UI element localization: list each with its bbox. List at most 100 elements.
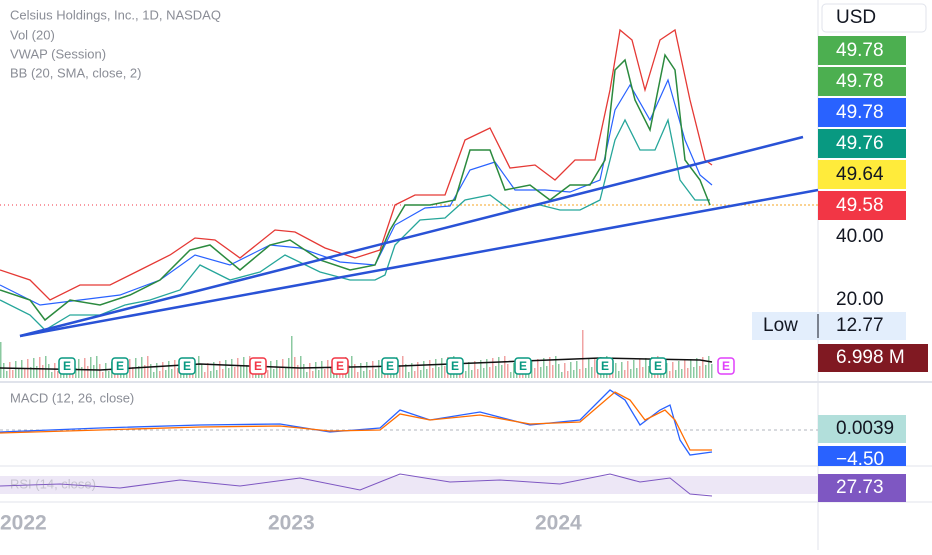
volume-bar xyxy=(486,359,488,378)
volume-bar xyxy=(36,366,38,378)
volume-bar xyxy=(504,356,506,378)
volume-bar xyxy=(579,369,581,378)
volume-bar xyxy=(555,356,557,378)
volume-bar xyxy=(201,364,203,378)
volume-bar xyxy=(15,361,17,378)
volume-bar xyxy=(534,368,536,378)
price-label: 49.58 xyxy=(836,195,884,216)
volume-bar xyxy=(144,365,146,378)
volume-bar xyxy=(417,362,419,378)
volume-bar xyxy=(195,365,197,378)
volume-bar xyxy=(174,360,176,378)
volume-bar xyxy=(624,370,626,378)
price-label-box xyxy=(818,191,906,220)
earnings-label: E xyxy=(254,359,262,373)
volume-bar xyxy=(543,358,545,378)
volume-bar xyxy=(642,367,644,378)
volume-bar xyxy=(615,363,617,378)
volume-bar xyxy=(81,367,83,378)
volume-bar xyxy=(495,366,497,378)
volume-bar xyxy=(18,369,20,378)
volume-box xyxy=(818,344,928,372)
currency[interactable]: USD xyxy=(836,7,876,28)
rsi-box xyxy=(818,474,906,502)
earnings-label: E xyxy=(63,359,71,373)
price-label-box xyxy=(818,67,906,96)
volume-bar xyxy=(471,370,473,378)
indicator: Vol (20) xyxy=(10,27,55,42)
volume-bar xyxy=(6,371,8,378)
volume-bar xyxy=(480,360,482,378)
volume-bar xyxy=(672,362,674,378)
volume-bar xyxy=(297,365,299,378)
volume-bar xyxy=(621,362,623,378)
volume-bar xyxy=(684,360,686,378)
volume-bar xyxy=(93,365,95,378)
earnings-label: E xyxy=(386,359,394,373)
volume-bar xyxy=(84,358,86,378)
volume-bar xyxy=(564,363,566,378)
volume-bar xyxy=(570,362,572,378)
volume-bar xyxy=(306,372,308,378)
volume-bar xyxy=(48,364,50,378)
volume-bar xyxy=(573,370,575,378)
volume-bar xyxy=(75,368,77,378)
volume-bar xyxy=(246,365,248,378)
earnings-marker xyxy=(58,357,76,375)
earnings-marker xyxy=(446,357,464,375)
volume-bar xyxy=(708,356,710,378)
trend-line xyxy=(19,135,804,338)
volume-bar xyxy=(105,363,107,378)
volume-bar xyxy=(675,370,677,378)
volume-bar xyxy=(474,361,476,378)
volume-bar xyxy=(558,364,560,378)
price-label: 49.76 xyxy=(836,133,884,154)
volume-bar xyxy=(690,359,692,378)
price-label-box xyxy=(818,98,906,127)
axis-label: 20.00 xyxy=(836,289,884,310)
volume-bar xyxy=(702,357,704,378)
volume-bar xyxy=(582,330,584,378)
volume-bar xyxy=(30,367,32,378)
volume-bar xyxy=(327,360,329,378)
volume-bar xyxy=(699,366,701,378)
time-label: 2024 xyxy=(535,512,582,535)
volume-bar xyxy=(567,371,569,378)
price-label-box xyxy=(818,160,906,189)
volume-bar xyxy=(546,366,548,378)
symbol-title: Celsius Holdings, Inc., 1D, NASDAQ xyxy=(10,7,221,22)
volume-bar xyxy=(159,371,161,378)
volume-bar xyxy=(357,372,359,378)
volume-bar xyxy=(696,358,698,378)
volume-bar xyxy=(243,357,245,378)
volume-bar xyxy=(219,361,221,378)
earnings-marker xyxy=(381,357,399,375)
volume-bar xyxy=(303,364,305,378)
volume-bar xyxy=(324,369,326,378)
volume-bar xyxy=(678,361,680,378)
volume-bar xyxy=(51,372,53,378)
volume-bar xyxy=(585,368,587,378)
volume-bar xyxy=(354,364,356,378)
earnings-marker xyxy=(596,357,614,375)
volume-bar xyxy=(552,365,554,378)
volume-bar xyxy=(291,336,293,378)
volume-bar xyxy=(213,362,215,378)
currency-button[interactable] xyxy=(821,3,927,33)
volume-bar xyxy=(210,371,212,378)
earnings-marker xyxy=(178,357,196,375)
volume-bar xyxy=(426,369,428,378)
volume-value: 6.998 M xyxy=(836,347,905,368)
volume-bar xyxy=(204,372,206,378)
earnings-marker xyxy=(717,357,735,375)
volume-bar xyxy=(591,367,593,378)
volume-bar xyxy=(477,369,479,378)
volume-bar xyxy=(87,366,89,378)
rsi-value: 27.73 xyxy=(836,477,884,498)
volume-bar xyxy=(492,358,494,378)
price-label-box xyxy=(818,36,906,65)
volume-bar xyxy=(270,361,272,378)
volume-bar xyxy=(369,370,371,378)
volume-bar xyxy=(282,359,284,378)
volume-bar xyxy=(648,366,650,378)
